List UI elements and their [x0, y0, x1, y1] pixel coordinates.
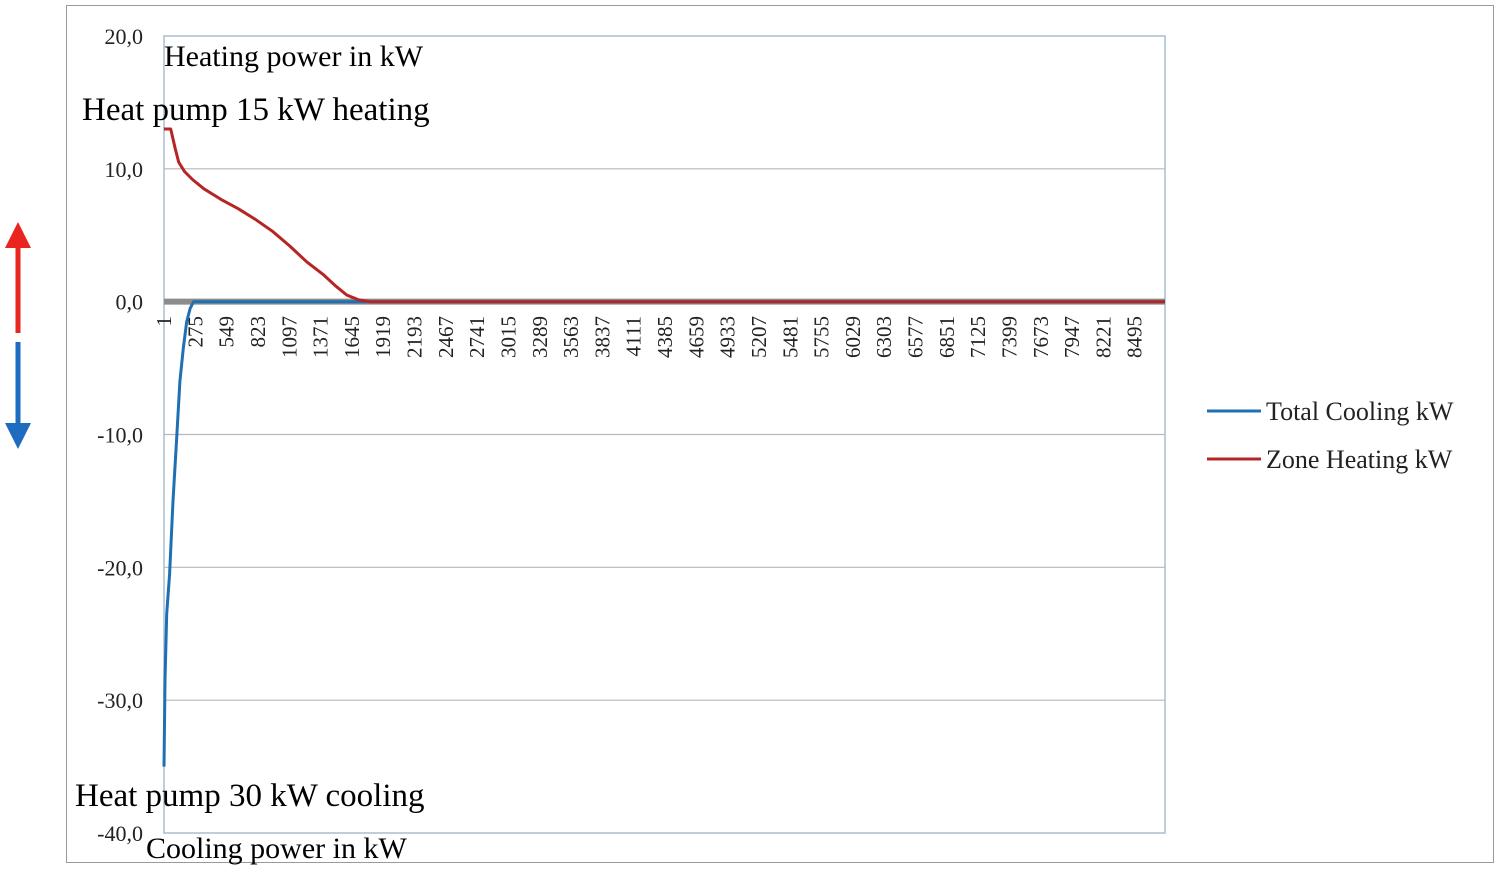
heat-pump-cooling-annotation: Heat pump 30 kW cooling — [75, 778, 425, 814]
x-tick-label: 1371 — [309, 316, 333, 358]
x-tick-label: 2467 — [434, 316, 458, 358]
x-tick-label: 7125 — [966, 316, 990, 358]
x-tick-label: 4385 — [653, 316, 677, 358]
x-tick-label: 8495 — [1123, 316, 1147, 358]
x-tick-label: 5481 — [778, 316, 802, 358]
y-tick-label: -40,0 — [97, 821, 143, 846]
x-tick-label: 3563 — [559, 316, 583, 358]
y-tick-label: -30,0 — [97, 688, 143, 713]
x-tick-label: 2741 — [465, 316, 489, 358]
x-tick-label: 1097 — [277, 316, 301, 358]
y-tick-labels: 20,0 10,0 0,0 -10,0 -20,0 -30,0 -40,0 — [97, 24, 143, 846]
y-tick-label: 20,0 — [105, 24, 144, 49]
x-tick-label: 823 — [246, 316, 270, 348]
gridlines — [164, 168, 1165, 701]
x-tick-label: 6303 — [872, 316, 896, 358]
legend-label-total-cooling: Total Cooling kW — [1266, 397, 1454, 426]
x-tick-label: 4933 — [716, 316, 740, 358]
x-tick-label: 2193 — [403, 316, 427, 358]
legend-label-zone-heating: Zone Heating kW — [1266, 445, 1453, 474]
legend: Total Cooling kW Zone Heating kW — [1207, 397, 1454, 474]
x-tick-label: 6851 — [935, 316, 959, 358]
series-line-zone-heating — [164, 127, 1165, 304]
y-tick-label: 10,0 — [105, 157, 144, 182]
cooling-direction-arrow-icon — [5, 342, 31, 449]
heating-direction-arrow-icon — [5, 222, 31, 333]
x-tick-label: 6029 — [841, 316, 865, 358]
x-tick-label: 1 — [152, 316, 176, 327]
x-tick-label: 7399 — [997, 316, 1021, 358]
x-tick-label: 4659 — [684, 316, 708, 358]
x-tick-label: 7947 — [1060, 316, 1084, 358]
cooling-axis-annotation: Cooling power in kW — [146, 832, 407, 865]
series-line-total-cooling — [162, 300, 1165, 767]
heating-axis-annotation: Heating power in kW — [164, 40, 424, 73]
x-tick-label: 5207 — [747, 316, 771, 358]
x-tick-label: 549 — [215, 316, 239, 348]
x-tick-label: 5755 — [810, 316, 834, 358]
x-tick-label: 3837 — [590, 316, 614, 358]
x-tick-label: 7673 — [1029, 316, 1053, 358]
x-tick-labels: 1 275 549 823 1097 1371 1645 1919 2193 2467 2741 30… — [152, 316, 1147, 358]
y-tick-label: -20,0 — [97, 555, 143, 580]
x-tick-label: 4111 — [622, 316, 646, 356]
x-tick-label: 8221 — [1091, 316, 1115, 358]
x-tick-label: 1919 — [371, 316, 395, 358]
x-tick-label: 3015 — [496, 316, 520, 358]
series-lines — [162, 127, 1165, 767]
x-tick-label: 6577 — [904, 316, 928, 358]
heat-pump-heating-annotation: Heat pump 15 kW heating — [82, 92, 430, 128]
y-tick-label: -10,0 — [97, 423, 143, 448]
x-tick-label: 1645 — [340, 316, 364, 358]
y-tick-label: 0,0 — [116, 290, 144, 315]
x-tick-label: 3289 — [528, 316, 552, 358]
